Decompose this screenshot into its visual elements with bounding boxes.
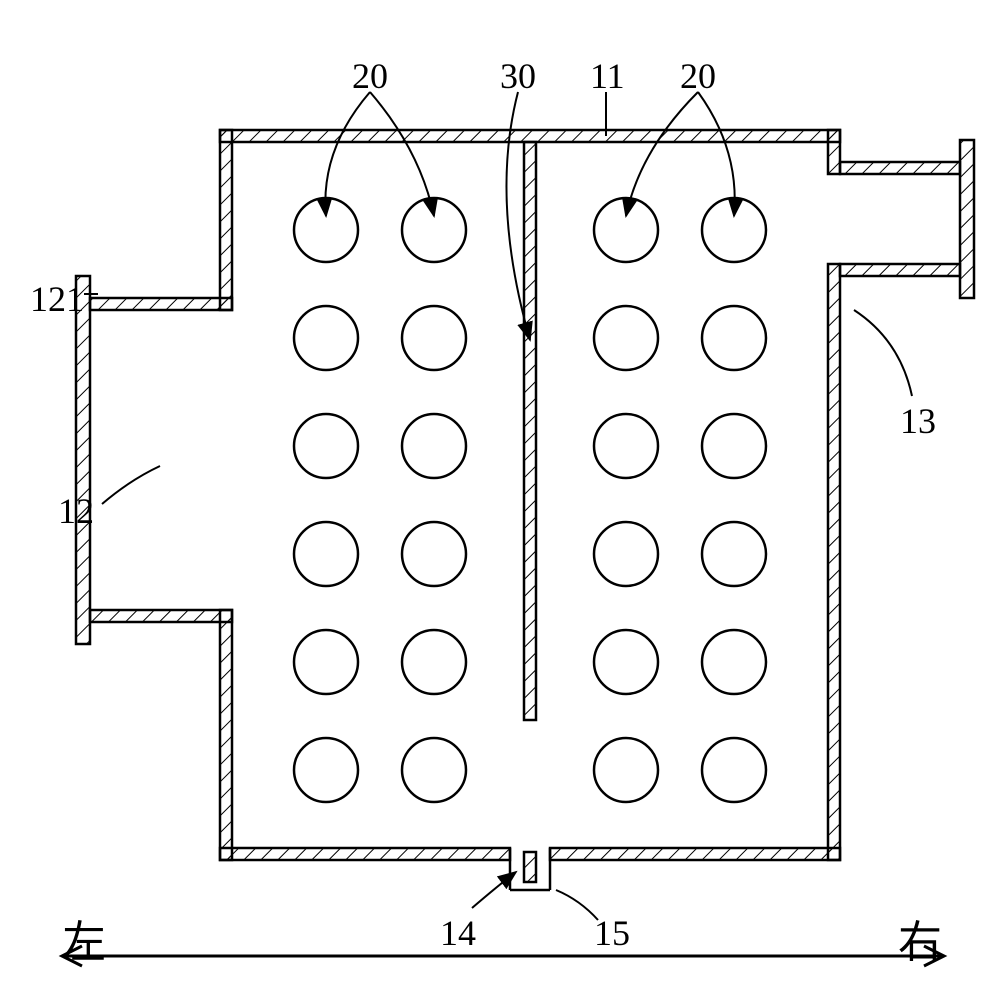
wall-bottom-left [220,848,510,860]
drain-plug [524,852,536,882]
tube [402,198,466,262]
tube [402,738,466,802]
tube [294,414,358,478]
tube [594,522,658,586]
tube [702,630,766,694]
inlet-wall-top [90,298,232,310]
tube [594,306,658,370]
inlet-flange [76,276,90,644]
tube [402,414,466,478]
tube [702,738,766,802]
tube [702,522,766,586]
tube [402,306,466,370]
wall-left-upper [220,130,232,310]
label-11: 11 [590,55,625,97]
tube [402,630,466,694]
outlet-wall-top [840,162,960,174]
wall-right-lower [828,264,840,860]
wall-right-upper [828,130,840,174]
tube [702,414,766,478]
tube [702,306,766,370]
tube [594,738,658,802]
label-13: 13 [900,400,936,442]
tube [402,522,466,586]
diagram-root [0,0,992,1000]
label-15: 15 [594,912,630,954]
tube [594,198,658,262]
wall-top [220,130,840,142]
tube [294,522,358,586]
label-30: 30 [500,55,536,97]
label-20b: 20 [680,55,716,97]
cn-left: 左 [62,906,106,970]
tube [294,738,358,802]
tube [294,630,358,694]
tube [294,306,358,370]
outlet-flange [960,140,974,298]
tube [594,414,658,478]
inlet-wall-bottom [90,610,232,622]
wall-bottom-right [550,848,840,860]
cn-right: 右 [898,906,942,970]
wall-left-lower [220,610,232,860]
label-20a: 20 [352,55,388,97]
baffle [524,142,536,720]
tube [594,630,658,694]
label-121: 121 [30,278,84,320]
label-14: 14 [440,912,476,954]
label-12: 12 [58,490,94,532]
outlet-wall-bottom [840,264,960,276]
